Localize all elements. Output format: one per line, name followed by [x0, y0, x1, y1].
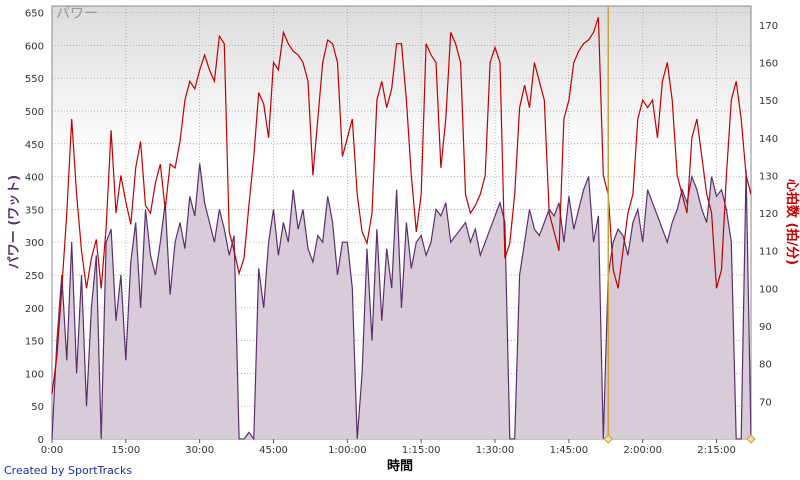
y-right-tick-label: 100 [759, 284, 778, 295]
y-right-tick-label: 90 [759, 322, 772, 333]
y-left-tick-label: 400 [25, 173, 44, 184]
x-tick-label: 1:00:00 [328, 445, 367, 456]
y-left-tick-label: 650 [25, 9, 44, 20]
y-right-tick-label: 140 [759, 134, 778, 145]
power-area [52, 163, 751, 439]
y-left-tick-label: 600 [25, 41, 44, 52]
y-left-tick-label: 350 [25, 205, 44, 216]
y-left-tick-label: 200 [25, 304, 44, 315]
heart-rate-series [51, 17, 752, 394]
y-left-tick-label: 0 [38, 435, 44, 446]
y-right-tick-label: 80 [759, 360, 772, 371]
x-tick-label: 2:00:00 [623, 445, 662, 456]
cursor-handle-icon [603, 434, 613, 444]
chart-title: パワー [56, 6, 98, 22]
y-right-tick-label: 170 [759, 21, 778, 32]
end-marker-icon [746, 434, 756, 444]
x-tick-label: 0:00 [41, 445, 63, 456]
y-right-tick-label: 130 [759, 171, 778, 182]
x-axis-title: 時間 [387, 458, 413, 474]
credit-link[interactable]: Created by SportTracks [4, 464, 133, 477]
tick-labels: 0:00 15:00 30:00 45:00 1:00:00 1:15:00 1:30:00… [25, 9, 778, 456]
y-left-tick-label: 50 [31, 402, 44, 413]
y-right-tick-label: 160 [759, 58, 778, 69]
power-line [51, 163, 752, 441]
y-left-tick-label: 150 [25, 337, 44, 348]
x-tick-label: 2:15:00 [697, 445, 736, 456]
y-left-tick-label: 100 [25, 369, 44, 380]
y-right-tick-label: 120 [759, 209, 778, 220]
y-left-tick-label: 250 [25, 271, 44, 282]
power-series [51, 163, 752, 441]
y-right-tick-label: 110 [759, 247, 778, 258]
cursor[interactable] [603, 6, 756, 444]
x-tick-label: 1:15:00 [402, 445, 441, 456]
y-axis-title-right: 心拍数 (拍/分) [784, 179, 800, 265]
x-tick-label: 1:45:00 [550, 445, 589, 456]
x-tick-label: 15:00 [111, 445, 140, 456]
x-tick-label: 30:00 [185, 445, 214, 456]
y-right-tick-label: 150 [759, 96, 778, 107]
heart-rate-line [51, 17, 752, 394]
y-left-tick-label: 450 [25, 140, 44, 151]
x-tick-label: 45:00 [259, 445, 288, 456]
y-left-tick-label: 500 [25, 107, 44, 118]
x-tick-label: 1:30:00 [476, 445, 515, 456]
y-right-tick-label: 70 [759, 397, 772, 408]
y-left-tick-label: 300 [25, 238, 44, 249]
y-axis-title-left: パワー (ワット) [7, 175, 22, 269]
y-left-tick-label: 550 [25, 74, 44, 85]
